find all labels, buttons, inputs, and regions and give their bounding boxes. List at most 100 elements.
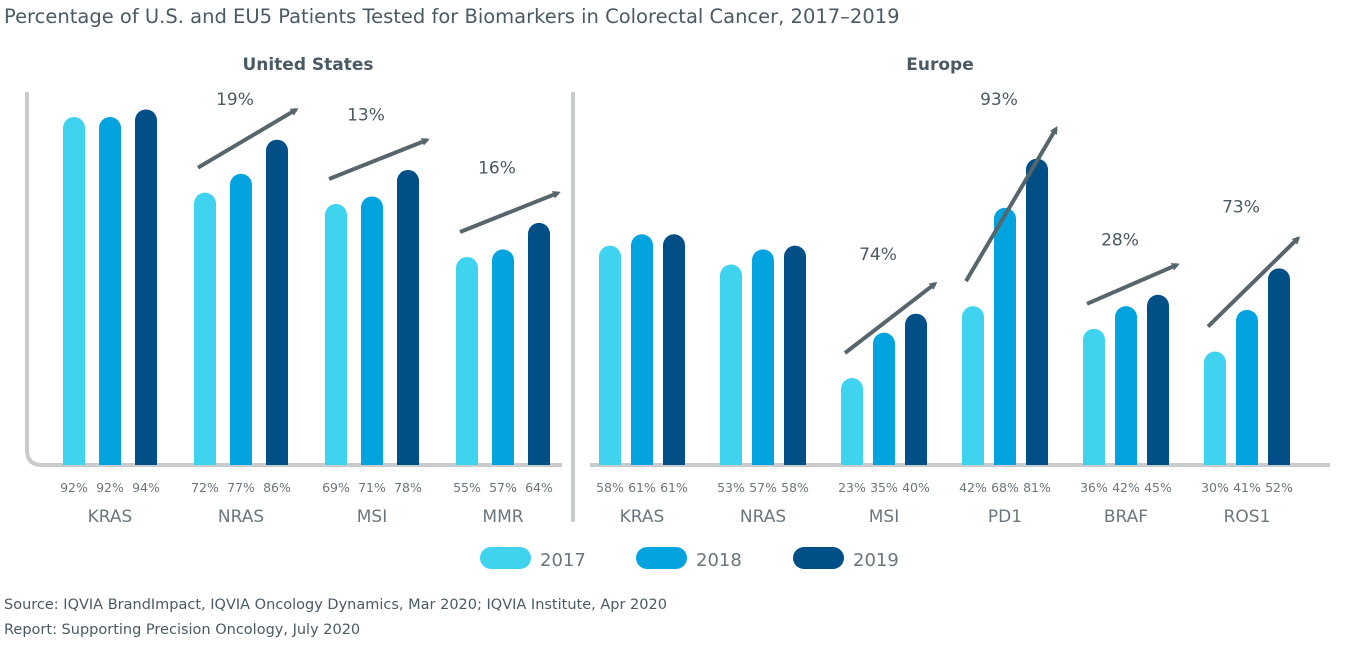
value-label-us-nras-2017: 72% (191, 480, 219, 495)
category-label-eu-kras: KRAS (620, 507, 665, 527)
value-label-us-nras-2019: 86% (263, 480, 291, 495)
value-label-eu-nras-2018: 57% (749, 480, 777, 495)
growth-label-eu-braf: 28% (1101, 230, 1139, 250)
value-label-eu-nras-2017: 53% (717, 480, 745, 495)
bar-eu-ros1-2017 (1204, 351, 1226, 465)
growth-arrows (196, 107, 1301, 355)
value-label-us-msi-2018: 71% (358, 480, 386, 495)
category-label-us-mmr: MMR (482, 507, 523, 527)
us-axis (25, 92, 562, 467)
growth-arrow-eu-braf (1086, 262, 1180, 306)
growth-arrow-us-msi (328, 138, 430, 181)
legend-label-2018: 2018 (696, 550, 742, 571)
bar-eu-kras-2017 (599, 245, 621, 465)
value-label-us-mmr-2019: 64% (525, 480, 553, 495)
value-label-eu-braf-2018: 42% (1112, 480, 1140, 495)
bar-eu-pd1-2017 (962, 306, 984, 465)
growth-arrow-eu-ros1 (1206, 236, 1301, 328)
legend-swatch-2017 (480, 547, 531, 569)
legend: 2017 2018 2019 (480, 547, 899, 571)
value-label-eu-kras-2017: 58% (596, 480, 624, 495)
value-label-eu-pd1-2017: 42% (959, 480, 987, 495)
value-label-eu-nras-2019: 58% (781, 480, 809, 495)
value-label-eu-braf-2017: 36% (1080, 480, 1108, 495)
growth-arrow-us-mmr (459, 191, 561, 234)
value-label-us-nras-2018: 77% (227, 480, 255, 495)
category-label-us-nras: NRAS (218, 507, 264, 527)
value-label-eu-braf-2019: 45% (1144, 480, 1172, 495)
bar-eu-msi-2019 (905, 313, 927, 465)
growth-label-eu-pd1: 93% (980, 90, 1018, 110)
bars (63, 109, 1290, 466)
bar-us-nras-2017 (194, 192, 216, 465)
category-label-eu-braf: BRAF (1104, 507, 1148, 527)
growth-label-us-mmr: 16% (478, 158, 516, 178)
panel-title-united-states: United States (242, 55, 373, 75)
labels: 92% 92% 94% KRAS 72% 77% 86% NRAS 19% 69% 71% 78% MS… (60, 90, 1293, 527)
value-label-eu-pd1-2019: 81% (1023, 480, 1051, 495)
bar-eu-braf-2018 (1115, 306, 1137, 465)
legend-swatch-2019 (793, 547, 844, 569)
legend-swatch-2018 (636, 547, 687, 569)
bar-us-kras-2019 (135, 109, 157, 465)
value-label-eu-ros1-2018: 41% (1233, 480, 1261, 495)
value-label-us-mmr-2017: 55% (453, 480, 481, 495)
growth-label-eu-msi: 74% (859, 245, 897, 265)
bar-eu-nras-2017 (720, 264, 742, 465)
bar-eu-nras-2019 (784, 245, 806, 465)
source-note: Source: IQVIA BrandImpact, IQVIA Oncolog… (4, 597, 667, 613)
bar-us-kras-2018 (99, 117, 121, 465)
category-label-us-msi: MSI (357, 507, 387, 527)
growth-arrow-us-nras (196, 107, 299, 170)
value-label-us-msi-2019: 78% (394, 480, 422, 495)
report-note: Report: Supporting Precision Oncology, J… (4, 622, 360, 638)
bar-us-msi-2017 (325, 204, 347, 465)
bar-eu-msi-2018 (873, 332, 895, 465)
value-label-eu-kras-2019: 61% (660, 480, 688, 495)
bar-eu-pd1-2018 (994, 207, 1016, 466)
growth-arrow-eu-msi (843, 281, 938, 355)
value-label-eu-msi-2018: 35% (870, 480, 898, 495)
bar-eu-msi-2017 (841, 378, 863, 465)
bar-eu-ros1-2019 (1268, 268, 1290, 465)
value-label-eu-msi-2017: 23% (838, 480, 866, 495)
legend-label-2019: 2019 (853, 550, 899, 571)
bar-eu-kras-2019 (663, 234, 685, 465)
value-label-us-kras-2019: 94% (132, 480, 160, 495)
value-label-eu-kras-2018: 61% (628, 480, 656, 495)
bar-eu-braf-2019 (1147, 294, 1169, 465)
bar-us-nras-2019 (266, 139, 288, 465)
bar-eu-braf-2017 (1083, 328, 1105, 465)
legend-label-2017: 2017 (540, 550, 586, 571)
value-label-us-mmr-2018: 57% (489, 480, 517, 495)
bar-eu-nras-2018 (752, 249, 774, 465)
value-label-us-kras-2017: 92% (60, 480, 88, 495)
growth-arrow-eu-pd1 (964, 126, 1058, 283)
value-label-eu-msi-2019: 40% (902, 480, 930, 495)
category-label-us-kras: KRAS (88, 507, 133, 527)
value-label-eu-ros1-2019: 52% (1265, 480, 1293, 495)
bar-us-msi-2018 (361, 196, 383, 465)
bar-us-msi-2019 (397, 169, 419, 465)
chart-title: Percentage of U.S. and EU5 Patients Test… (4, 5, 900, 28)
bar-us-nras-2018 (230, 173, 252, 465)
category-label-eu-msi: MSI (869, 507, 899, 527)
growth-label-us-msi: 13% (347, 105, 385, 125)
bar-us-mmr-2017 (456, 256, 478, 465)
value-label-us-kras-2018: 92% (96, 480, 124, 495)
bar-us-mmr-2019 (528, 222, 550, 465)
panel-title-europe: Europe (906, 55, 973, 75)
value-label-eu-ros1-2017: 30% (1201, 480, 1229, 495)
bar-eu-pd1-2019 (1026, 158, 1048, 465)
value-label-us-msi-2017: 69% (322, 480, 350, 495)
bar-eu-kras-2018 (631, 234, 653, 465)
bar-us-mmr-2018 (492, 249, 515, 465)
value-label-eu-pd1-2018: 68% (991, 480, 1019, 495)
category-label-eu-pd1: PD1 (988, 507, 1022, 527)
bar-us-kras-2017 (63, 117, 85, 465)
category-label-eu-nras: NRAS (740, 507, 786, 527)
bar-eu-ros1-2018 (1236, 309, 1258, 465)
growth-label-eu-ros1: 73% (1222, 197, 1260, 217)
category-label-eu-ros1: ROS1 (1224, 507, 1271, 527)
